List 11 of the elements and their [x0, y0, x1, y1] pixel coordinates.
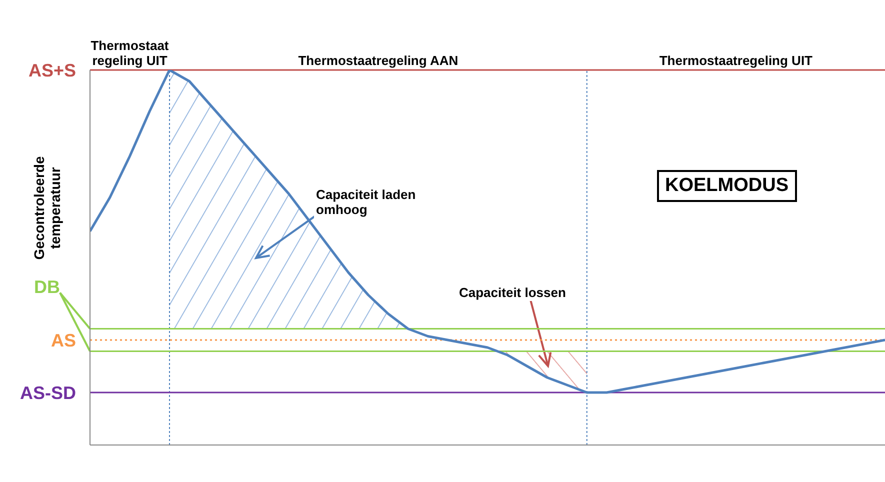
ref-line-label: AS+S	[28, 60, 76, 80]
y-axis-title: Gecontroleerde temperatuur	[31, 156, 63, 260]
text: Thermostaatregeling UIT	[658, 52, 814, 68]
annotation: KOELMODUS	[657, 170, 796, 202]
text: Thermostaatregeling AAN	[297, 52, 460, 68]
ref-line-label: AS	[50, 330, 76, 350]
text: Thermostaatregeling UIT	[90, 37, 170, 68]
annotation: Capaciteit laden omhoog	[314, 186, 448, 218]
ref-line-label: DB	[34, 277, 60, 298]
ref-line-label: AS-SD	[20, 382, 76, 403]
annotation: Capaciteit lossen	[457, 284, 568, 301]
